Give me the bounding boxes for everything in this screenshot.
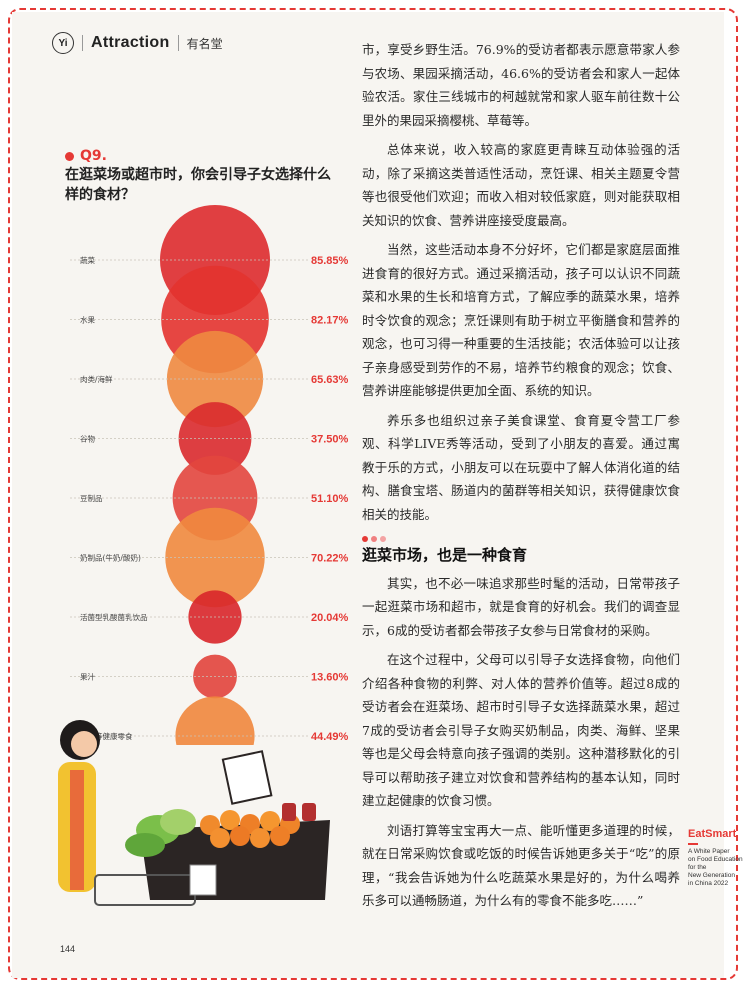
- category-label: 坚果等健康零食: [80, 731, 133, 741]
- paragraph: 在这个过程中，父母可以引导子女选择食物，向他们介绍各种食物的利弊、对人体的营养价…: [362, 652, 680, 808]
- paragraph: 其实，也不必一味追求那些时髦的活动，日常带孩子一起逛菜市场和超市，就是食育的好机…: [362, 575, 680, 638]
- page-number: 144: [60, 944, 76, 954]
- paragraph: 当然，这些活动本身不分好坏，它们都是家庭层面推进食育的很好方式。通过采摘活动，孩…: [362, 242, 680, 398]
- category-label: 肉类/海鲜: [80, 374, 113, 384]
- price-sign-icon: [221, 750, 273, 805]
- shirt-shape: [70, 770, 84, 890]
- value-label: 51.10%: [311, 493, 349, 505]
- bubbles-group: [160, 205, 270, 745]
- magazine-page: [12, 12, 724, 978]
- eatsmart-brand: EatSmart: [688, 828, 737, 840]
- paragraph: 总体来说，收入较高的家庭更青睐互动体验强的活动，除了采摘这类普适性活动，烹饪课、…: [362, 142, 680, 228]
- value-label: 37.50%: [311, 434, 349, 446]
- sidebar-line: for the: [688, 864, 707, 871]
- section-title: 逛菜市场，也是一种食育: [362, 546, 528, 564]
- article-column: 市，享受乡野生活。76.9%的受访者都表示愿意带家人参与农场、果园采摘活动，46…: [362, 38, 680, 919]
- sidebar-line: New Generation: [688, 872, 735, 879]
- value-label: 70.22%: [311, 553, 349, 565]
- sidebar-credit: EatSmart A White Paper on Food Education…: [688, 828, 748, 888]
- header-divider: [82, 35, 83, 51]
- category-label: 谷物: [80, 434, 95, 444]
- value-label: 44.49%: [311, 731, 349, 743]
- section-heading: 逛菜市场，也是一种食育: [362, 536, 680, 568]
- value-label: 20.04%: [311, 612, 349, 624]
- question-number-label: Q9.: [80, 148, 107, 164]
- yi-logo-icon: Yi: [52, 32, 74, 54]
- question-title-line-2: 样的食材？: [65, 187, 135, 203]
- face-shape: [71, 731, 97, 757]
- category-label: 水果: [80, 315, 95, 325]
- header-section: 有名堂: [186, 36, 223, 51]
- girl-shopping-illustration: [58, 720, 330, 906]
- paragraph: 市，享受乡野生活。76.9%的受访者都表示愿意带家人参与农场、果园采摘活动，46…: [362, 42, 680, 128]
- value-label: 65.63%: [311, 374, 349, 386]
- paragraph: 刘语打算等宝宝再大一点、能听懂更多道理的时候，就在日常采购饮食或吃饭的时候告诉她…: [362, 822, 680, 909]
- header-brand: Attraction: [91, 34, 170, 51]
- value-label: 13.60%: [311, 672, 349, 684]
- paragraph: 养乐多也组织过亲子美食课堂、食育夏令营工厂参观、科学LIVE秀等活动，受到了小朋…: [362, 412, 680, 522]
- jar-icon: [282, 803, 296, 821]
- question-title-line-1: 在逛菜场或超市时，你会引导子女选择什么: [65, 167, 331, 183]
- header-divider: [177, 35, 179, 51]
- category-label: 蔬菜: [80, 255, 95, 265]
- bubble-chart: 蔬菜 85.85% 水果 82.17% 肉类/海鲜 65.63% 谷物 37.50% 豆制品 51…: [70, 205, 349, 745]
- category-label: 奶制品(牛奶/酸奶): [80, 553, 141, 563]
- category-label: 豆制品: [80, 493, 103, 503]
- question-number: Q9.: [65, 148, 365, 164]
- value-label: 85.85%: [311, 255, 349, 267]
- milk-carton-icon: [189, 864, 217, 896]
- page-header: Yi Attraction 有名堂: [52, 32, 223, 54]
- jar-icon: [302, 803, 316, 821]
- bubble: [175, 696, 255, 745]
- sidebar-line: in China 2022: [688, 880, 729, 887]
- value-label: 82.17%: [311, 315, 349, 327]
- category-label: 果汁: [80, 672, 95, 682]
- category-label: 活菌型乳酸菌乳饮品: [80, 612, 148, 622]
- question-block: Q9. 在逛菜场或超市时，你会引导子女选择什么 样的食材？: [65, 148, 365, 204]
- vegetables-pile: [125, 809, 196, 857]
- sidebar-line: on Food Education: [688, 856, 743, 863]
- section-dots-icon: [362, 536, 680, 542]
- bullet-dot-icon: [65, 151, 74, 161]
- red-rule: [688, 843, 698, 845]
- sidebar-line: A White Paper: [688, 848, 730, 855]
- dashed-frame: [8, 8, 738, 980]
